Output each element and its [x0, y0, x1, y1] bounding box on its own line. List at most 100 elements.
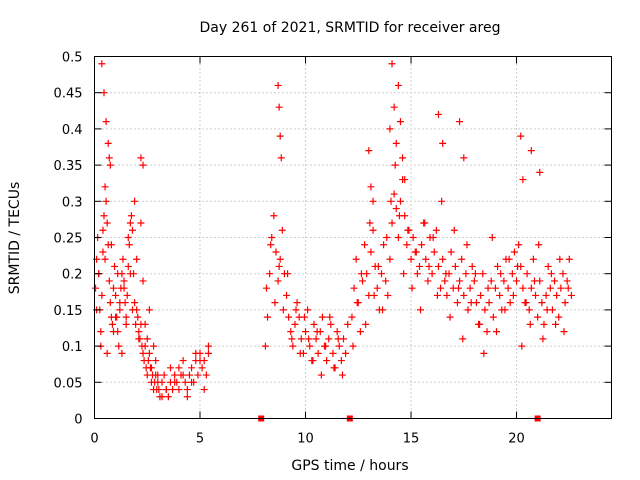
data-point	[106, 299, 114, 307]
data-point	[530, 277, 538, 285]
data-point	[387, 197, 395, 205]
data-point	[379, 306, 387, 314]
data-point	[370, 291, 378, 299]
data-point	[267, 241, 275, 249]
data-point	[155, 386, 163, 394]
data-point	[470, 277, 478, 285]
data-point	[429, 234, 437, 241]
data-point	[508, 270, 516, 278]
data-point	[194, 371, 202, 379]
data-point	[306, 342, 314, 350]
data-point	[539, 335, 547, 343]
data-point	[304, 306, 312, 314]
data-point	[192, 349, 200, 357]
data-point	[99, 226, 107, 234]
data-point	[551, 277, 559, 285]
data-point	[513, 277, 521, 285]
data-point	[144, 357, 152, 365]
data-point	[525, 306, 533, 314]
data-point	[335, 342, 343, 350]
data-point	[109, 328, 117, 336]
data-point	[124, 234, 132, 241]
data-point	[120, 277, 128, 285]
data-point	[357, 270, 365, 278]
data-point	[337, 357, 345, 365]
data-point	[101, 255, 109, 263]
data-point	[124, 262, 132, 270]
data-point	[274, 277, 282, 285]
data-point	[517, 132, 525, 140]
data-point	[171, 371, 179, 379]
data-point	[374, 262, 382, 270]
data-point	[390, 103, 398, 111]
data-point	[268, 234, 276, 241]
data-point	[563, 277, 571, 285]
data-point	[404, 226, 412, 234]
x-axis-title: GPS time / hours	[291, 458, 408, 474]
data-point	[270, 212, 278, 220]
data-point	[450, 226, 458, 234]
data-point	[430, 248, 438, 256]
data-point	[400, 270, 408, 278]
data-point	[565, 255, 573, 263]
data-point	[538, 299, 546, 307]
data-point	[310, 320, 318, 328]
y-tick-label: 0.25	[54, 232, 83, 247]
data-point	[407, 255, 415, 263]
data-point	[421, 219, 429, 227]
data-point	[100, 89, 108, 97]
data-point	[312, 335, 320, 343]
data-point	[152, 357, 160, 365]
data-point	[399, 154, 407, 162]
data-point	[204, 349, 212, 357]
data-point	[390, 190, 398, 198]
data-point	[102, 118, 110, 126]
data-point	[417, 306, 425, 314]
data-point	[519, 284, 527, 292]
data-point	[418, 241, 426, 249]
data-point	[492, 328, 500, 336]
data-point	[395, 212, 403, 220]
data-point	[300, 313, 308, 321]
data-point	[506, 299, 514, 307]
data-point	[183, 386, 191, 394]
data-point	[553, 291, 561, 299]
data-point	[494, 262, 502, 270]
data-point	[497, 270, 505, 278]
data-point	[128, 226, 136, 234]
data-point	[504, 284, 512, 292]
data-point	[519, 176, 527, 184]
data-point	[204, 342, 212, 350]
data-point	[483, 328, 491, 336]
data-point	[183, 393, 191, 401]
data-point	[264, 313, 272, 321]
data-point	[116, 306, 124, 314]
data-point	[396, 197, 404, 205]
data-point	[313, 328, 321, 336]
data-point	[309, 357, 317, 365]
data-point	[109, 284, 117, 292]
data-point	[526, 320, 534, 328]
data-point	[289, 342, 297, 350]
data-point	[501, 306, 509, 314]
data-point	[455, 284, 463, 292]
data-point	[278, 226, 286, 234]
data-point	[102, 197, 110, 205]
data-point	[160, 371, 168, 379]
data-point	[567, 291, 575, 299]
data-point	[135, 328, 143, 336]
data-point	[179, 357, 187, 365]
data-point	[196, 357, 204, 365]
data-point	[275, 103, 283, 111]
data-point	[107, 241, 115, 249]
data-point	[115, 342, 123, 350]
data-point	[373, 284, 381, 292]
x-tick-label: 0	[90, 432, 98, 447]
data-point	[120, 284, 128, 292]
data-point	[514, 262, 522, 270]
data-point	[119, 255, 127, 263]
data-point	[522, 299, 530, 307]
data-point	[297, 335, 305, 343]
data-point	[369, 197, 377, 205]
data-point	[285, 313, 293, 321]
